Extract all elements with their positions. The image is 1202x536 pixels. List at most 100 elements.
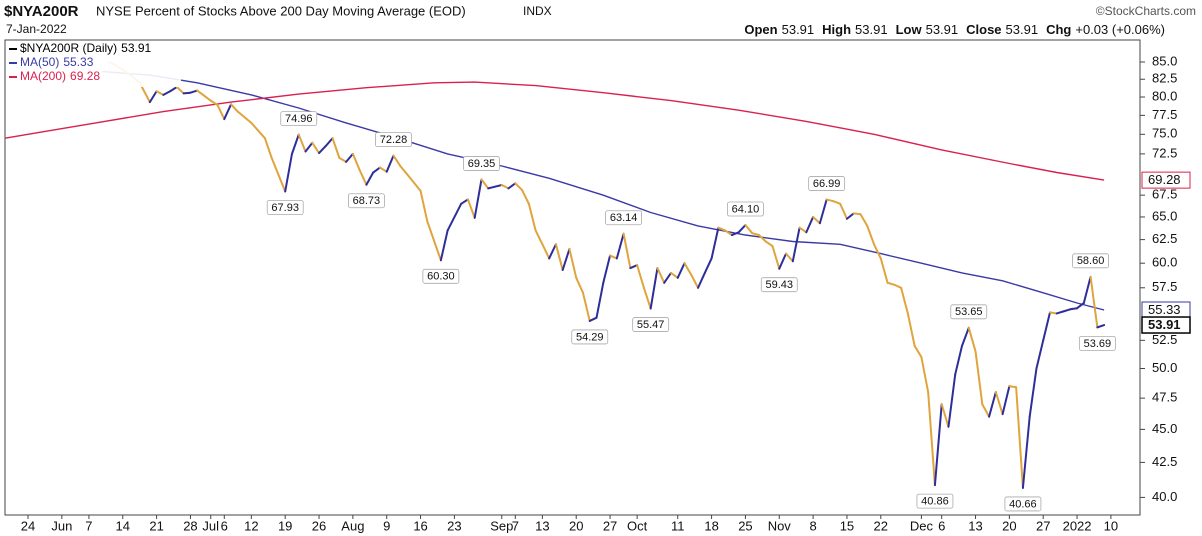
data-label: 66.99 <box>813 178 841 190</box>
quote-value: 53.91 <box>1006 22 1039 37</box>
price-segment <box>202 94 212 102</box>
price-segment <box>419 189 429 223</box>
x-tick-label: 13 <box>968 518 982 533</box>
price-segment <box>1021 415 1031 489</box>
x-tick-label: 22 <box>874 518 888 533</box>
price-segment <box>304 141 314 153</box>
price-segment <box>311 141 321 155</box>
legend-entry: $NYA200R (Daily) 53.91 <box>20 41 152 55</box>
legend-box <box>6 41 181 87</box>
price-segment <box>974 350 984 406</box>
price-segment <box>514 182 524 192</box>
x-tick-label: 21 <box>149 518 163 533</box>
price-segment <box>940 403 950 428</box>
price-segment <box>500 183 510 190</box>
price-segment <box>764 240 774 248</box>
last-value: 69.28 <box>1148 172 1181 187</box>
y-tick-label: 85.0 <box>1152 53 1177 68</box>
price-segment <box>480 178 490 190</box>
last-value: 55.33 <box>1148 302 1181 317</box>
quote-label: High <box>822 22 851 37</box>
price-segment <box>595 281 605 319</box>
x-tick-label: 25 <box>738 518 752 533</box>
y-tick-label: 47.5 <box>1152 390 1177 405</box>
data-label: 74.96 <box>285 113 313 125</box>
data-label: 40.86 <box>921 496 949 508</box>
last-value-box <box>1141 171 1191 189</box>
data-label-box <box>1004 496 1042 512</box>
price-segment <box>933 403 943 487</box>
x-tick-label: Jun <box>51 518 72 533</box>
price-segment <box>927 391 936 487</box>
price-segment <box>534 229 544 246</box>
price-segment <box>622 232 632 270</box>
x-tick-label: 6 <box>221 518 228 533</box>
x-tick-label: 19 <box>278 518 292 533</box>
y-tick-label: 57.5 <box>1152 279 1177 294</box>
price-segment <box>473 178 483 219</box>
quote-value: 53.91 <box>855 22 888 37</box>
price-segment <box>1062 308 1072 313</box>
price-segment <box>169 85 178 93</box>
price-segment <box>845 212 855 220</box>
price-segment <box>365 171 375 186</box>
price-segment <box>751 232 760 237</box>
price-segment <box>913 344 923 359</box>
price-segment <box>812 215 821 225</box>
x-tick-label: 14 <box>116 518 130 533</box>
price-segment <box>162 90 172 96</box>
data-label: 53.69 <box>1084 338 1112 350</box>
price-segment <box>703 257 713 274</box>
price-segment <box>250 121 266 140</box>
exchange: INDX <box>523 4 552 18</box>
price-segment <box>318 144 327 155</box>
price-segment <box>771 245 781 270</box>
price-segment <box>460 198 469 205</box>
x-tick-label: 20 <box>1002 518 1016 533</box>
price-segment <box>602 254 612 284</box>
price-segment <box>697 271 706 289</box>
data-label-box <box>1072 253 1109 269</box>
price-segment <box>1008 385 1018 389</box>
price-segment <box>392 154 402 167</box>
price-segment <box>981 403 991 418</box>
y-tick-label: 80.0 <box>1152 88 1177 103</box>
data-label-box <box>950 304 988 320</box>
price-segment <box>270 156 287 193</box>
x-tick-label: 12 <box>244 518 258 533</box>
price-segment <box>568 247 578 279</box>
price-segment <box>994 391 1004 416</box>
x-tick-label: 2022 <box>1063 518 1092 533</box>
price-segment <box>487 185 497 190</box>
price-segment <box>1076 302 1085 310</box>
x-tick-label: 18 <box>704 518 718 533</box>
price-segment <box>818 198 828 225</box>
data-label-box <box>808 176 846 191</box>
price-segment <box>967 326 977 353</box>
price-segment <box>175 85 185 95</box>
price-segment <box>588 316 598 322</box>
price-segment <box>785 252 794 263</box>
quote-value: 53.91 <box>782 22 815 37</box>
price-segment <box>358 169 368 186</box>
data-label: 59.43 <box>765 279 793 291</box>
price-segment <box>724 229 733 237</box>
x-tick-label: 23 <box>447 518 461 533</box>
data-label: 67.93 <box>271 202 299 214</box>
legend-value: 69.28 <box>70 69 100 83</box>
data-label-box <box>375 132 412 148</box>
price-segment <box>439 229 449 262</box>
data-label: 60.30 <box>427 271 455 283</box>
legend-entry: MA(200) 69.28 <box>20 69 100 83</box>
price-segment <box>1048 311 1058 315</box>
legend-name: $NYA200R (Daily) <box>20 41 117 55</box>
price-segment <box>290 133 300 155</box>
price-segment <box>527 202 537 232</box>
y-tick-label: 45.0 <box>1152 421 1177 436</box>
price-segment <box>1001 385 1011 416</box>
data-label: 68.73 <box>353 195 381 207</box>
price-segment <box>825 198 835 203</box>
price-segment <box>866 224 876 246</box>
price-segment <box>1082 275 1092 305</box>
price-segment <box>1089 275 1099 329</box>
